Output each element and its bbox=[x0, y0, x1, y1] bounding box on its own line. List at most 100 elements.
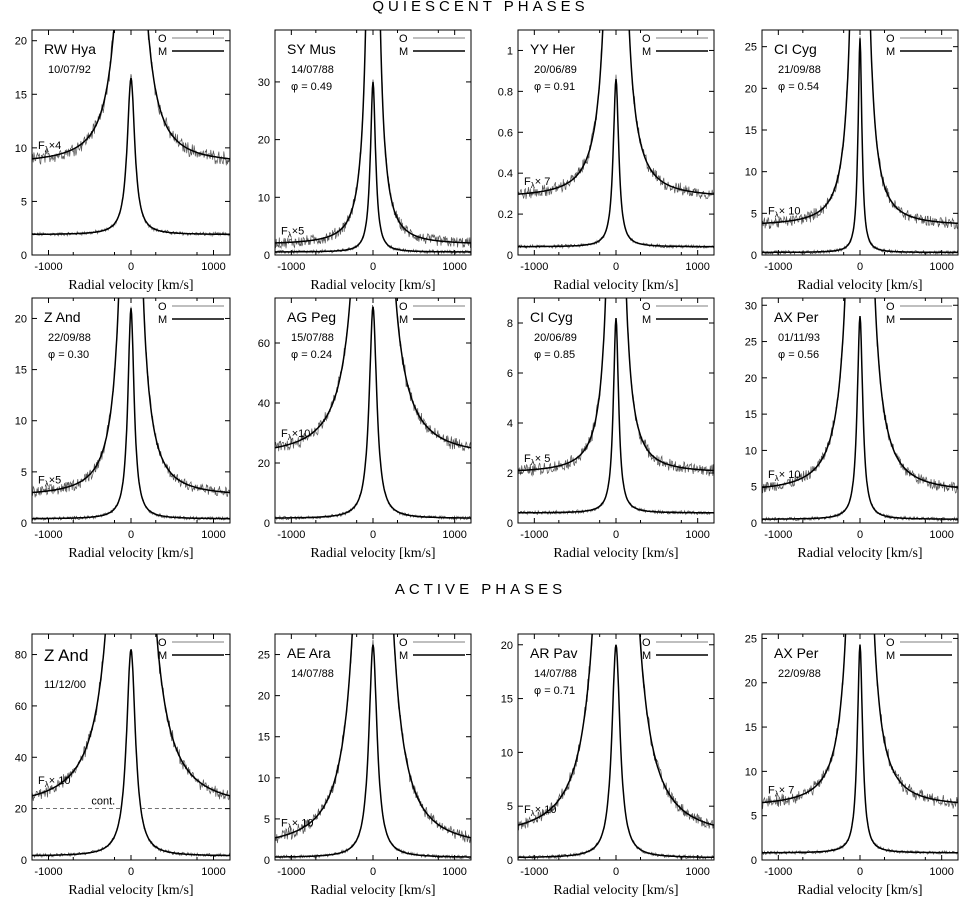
legend-label-o: O bbox=[399, 33, 408, 45]
y-tick-label: 0 bbox=[507, 518, 513, 530]
model-profile-line bbox=[762, 644, 958, 854]
legend-label-o: O bbox=[642, 33, 651, 45]
y-tick-label: 0 bbox=[507, 855, 513, 867]
observation-date: 14/07/88 bbox=[291, 64, 334, 76]
y-tick-label: 20 bbox=[258, 458, 270, 470]
orbital-phase: φ = 0.91 bbox=[534, 81, 575, 93]
x-tick-label: 0 bbox=[128, 866, 134, 878]
x-tick-label: -1000 bbox=[764, 866, 792, 878]
x-tick-label: 1000 bbox=[929, 261, 953, 273]
y-tick-label: 25 bbox=[745, 42, 757, 54]
y-tick-label: 15 bbox=[501, 694, 513, 706]
y-tick-label: 20 bbox=[745, 83, 757, 95]
x-axis-label: Radial velocity [km/s] bbox=[68, 546, 193, 561]
model-profile-line bbox=[275, 81, 471, 253]
observation-date: 21/09/88 bbox=[778, 64, 821, 76]
flux-scale-label: Fλ× 10 bbox=[768, 206, 800, 220]
legend-label-o: O bbox=[886, 33, 895, 45]
model-profile-line bbox=[518, 634, 714, 826]
x-axis-label: Radial velocity [km/s] bbox=[553, 546, 678, 561]
panel-rw-hya: -1000 0 1000 0 5 10 15 20 Radial velocity [km/s]… bbox=[15, 29, 231, 293]
y-tick-label: 0.6 bbox=[498, 127, 513, 139]
y-tick-label: 10 bbox=[258, 192, 270, 204]
observation-date: 11/12/00 bbox=[44, 679, 86, 691]
legend-label-o: O bbox=[158, 301, 167, 313]
model-profile-line bbox=[518, 298, 714, 472]
x-axis-label: Radial velocity [km/s] bbox=[797, 546, 922, 561]
y-tick-label: 10 bbox=[501, 747, 513, 759]
star-name: Z And bbox=[44, 309, 81, 325]
legend-label-o: O bbox=[158, 33, 167, 45]
star-name: AE Ara bbox=[287, 645, 331, 661]
y-tick-label: 0.8 bbox=[498, 86, 513, 98]
y-tick-label: 20 bbox=[745, 678, 757, 690]
y-tick-label: 0 bbox=[21, 855, 27, 867]
legend-label-o: O bbox=[642, 301, 651, 313]
y-tick-label: 20 bbox=[15, 36, 27, 48]
active-heading: ACTIVE PHASES bbox=[394, 581, 567, 598]
y-tick-label: 10 bbox=[258, 773, 270, 785]
y-tick-label: 20 bbox=[15, 313, 27, 325]
star-name: CI Cyg bbox=[530, 309, 573, 325]
y-tick-label: 10 bbox=[15, 416, 27, 428]
orbital-phase: φ = 0.54 bbox=[778, 81, 819, 93]
x-tick-label: 0 bbox=[857, 529, 863, 541]
observation-date: 15/07/88 bbox=[291, 332, 334, 344]
legend-label-m: M bbox=[399, 650, 408, 662]
legend-label-o: O bbox=[399, 637, 408, 649]
y-tick-label: 5 bbox=[507, 801, 513, 813]
x-axis-label: Radial velocity [km/s] bbox=[68, 883, 193, 898]
y-tick-label: 15 bbox=[745, 722, 757, 734]
legend-label-m: M bbox=[399, 46, 408, 58]
observed-profile-line bbox=[275, 634, 471, 844]
y-tick-label: 80 bbox=[15, 650, 27, 662]
y-tick-label: 1 bbox=[507, 45, 513, 57]
model-profile-line bbox=[518, 30, 714, 195]
orbital-phase: φ = 0.71 bbox=[534, 685, 575, 697]
y-tick-label: 5 bbox=[264, 814, 270, 826]
panel-z-and: cont. -1000 0 1000 0 20 40 60 80 Radial velocity … bbox=[15, 633, 231, 898]
observed-profile-line bbox=[518, 74, 714, 250]
x-tick-label: -1000 bbox=[34, 261, 62, 273]
star-name: AR Pav bbox=[530, 645, 577, 661]
observation-date: 20/06/89 bbox=[534, 332, 577, 344]
x-axis-label: Radial velocity [km/s] bbox=[553, 883, 678, 898]
x-tick-label: -1000 bbox=[277, 261, 305, 273]
legend-label-m: M bbox=[886, 650, 895, 662]
x-tick-label: 1000 bbox=[442, 261, 466, 273]
model-profile-line bbox=[32, 634, 230, 797]
y-tick-label: 25 bbox=[745, 633, 757, 645]
x-axis-label: Radial velocity [km/s] bbox=[68, 278, 193, 293]
panel-ax-per: -1000 0 1000 0 5 10 15 20 25 30 Radial velocity [k… bbox=[745, 297, 959, 561]
flux-scale-label: Fλ× 10 bbox=[524, 804, 556, 818]
flux-scale-label: Fλ× 10 bbox=[768, 469, 800, 483]
model-profile-line bbox=[275, 644, 471, 858]
model-profile-line bbox=[32, 78, 230, 236]
legend-label-o: O bbox=[886, 637, 895, 649]
x-tick-label: 0 bbox=[370, 261, 376, 273]
y-tick-label: 20 bbox=[15, 804, 27, 816]
observation-date: 14/07/88 bbox=[534, 668, 577, 680]
legend-label-o: O bbox=[158, 637, 167, 649]
x-tick-label: 1000 bbox=[929, 866, 953, 878]
panel-ci-cyg: -1000 0 1000 0 2 4 6 8 Radial velocity [km/s] OM C… bbox=[507, 297, 715, 561]
y-tick-label: 40 bbox=[15, 752, 27, 764]
y-tick-label: 10 bbox=[745, 167, 757, 179]
y-tick-label: 15 bbox=[15, 365, 27, 377]
orbital-phase: φ = 0.85 bbox=[534, 349, 575, 361]
x-axis-label: Radial velocity [km/s] bbox=[310, 278, 435, 293]
y-tick-label: 20 bbox=[258, 135, 270, 147]
panel-z-and: -1000 0 1000 0 5 10 15 20 Radial velocity [km/s]… bbox=[15, 297, 231, 561]
y-tick-label: 0 bbox=[751, 250, 757, 262]
y-tick-label: 0 bbox=[264, 855, 270, 867]
x-tick-label: 1000 bbox=[442, 866, 466, 878]
model-profile-line bbox=[275, 30, 471, 244]
y-tick-label: 4 bbox=[507, 418, 513, 430]
flux-scale-label: Fλ× 5 bbox=[524, 453, 550, 467]
observation-date: 22/09/88 bbox=[48, 332, 91, 344]
x-tick-label: 1000 bbox=[685, 529, 709, 541]
flux-scale-label: Fλ× 7 bbox=[524, 176, 550, 190]
y-tick-label: 0 bbox=[507, 250, 513, 262]
legend-label-m: M bbox=[886, 46, 895, 58]
x-tick-label: 0 bbox=[613, 866, 619, 878]
